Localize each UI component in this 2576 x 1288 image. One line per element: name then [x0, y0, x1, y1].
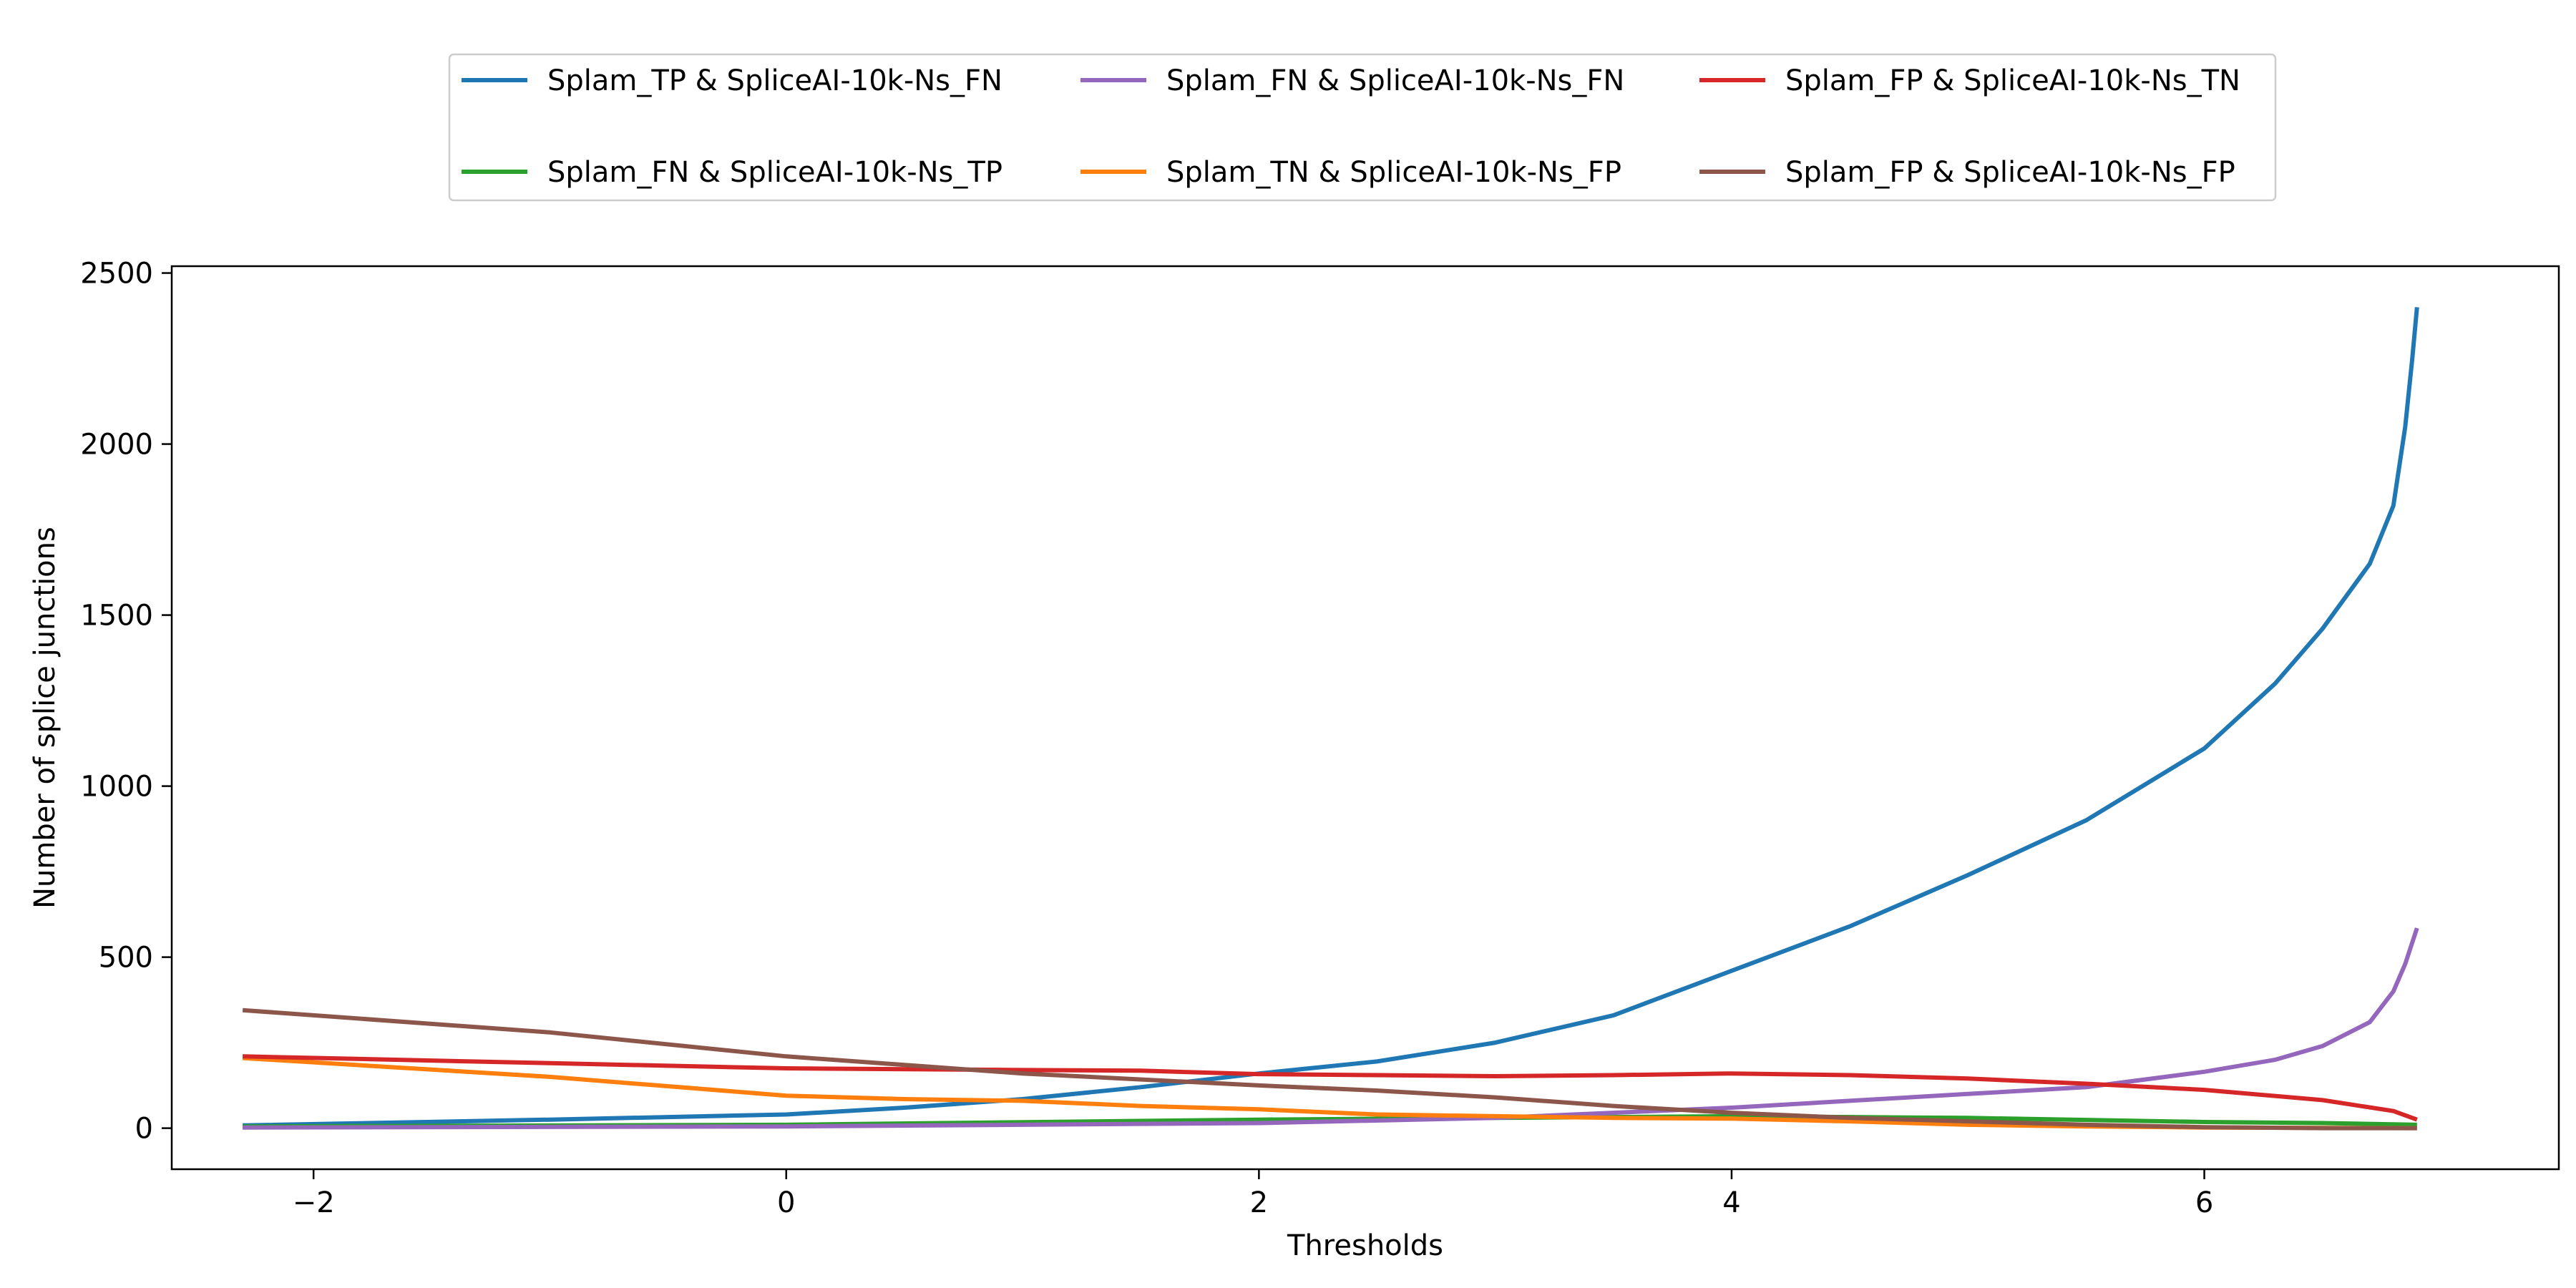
y-tick-label: 500 — [99, 942, 153, 975]
series-line-1 — [243, 307, 2419, 1128]
plot-area — [170, 265, 2560, 1171]
x-tick-label: 0 — [777, 1186, 795, 1219]
x-tick-label: 4 — [1722, 1186, 1740, 1219]
legend-label: Splam_FN & SpliceAI-10k-Ns_FN — [1166, 64, 1624, 97]
y-axis-label: Number of splice junctions — [29, 527, 62, 909]
legend-label: Splam_FN & SpliceAI-10k-Ns_TP — [547, 156, 1002, 189]
series-lines — [242, 307, 2419, 1131]
series-line-6 — [242, 1008, 2417, 1131]
y-tick-label: 1000 — [80, 771, 153, 804]
legend-label: Splam_FP & SpliceAI-10k-Ns_FP — [1785, 156, 2235, 189]
series-line-2 — [243, 1113, 2417, 1129]
y-tick-label: 2500 — [80, 258, 153, 291]
legend-label: Splam_TN & SpliceAI-10k-Ns_FP — [1166, 156, 1621, 189]
y-tick-label: 1500 — [80, 600, 153, 633]
y-tick-label: 2000 — [80, 429, 153, 462]
series-line-3 — [243, 927, 2419, 1130]
series-line-4 — [242, 1055, 2417, 1131]
legend-frame — [448, 53, 2277, 202]
legend: Splam_TP & SpliceAI-10k-Ns_FN Splam_FN & … — [448, 53, 2277, 202]
x-tick-label: −2 — [293, 1186, 335, 1219]
y-tick-label: 0 — [135, 1113, 153, 1146]
x-tick-label: 6 — [2195, 1186, 2213, 1219]
x-axis-label: Thresholds — [1287, 1229, 1443, 1262]
legend-label: Splam_FP & SpliceAI-10k-Ns_TN — [1785, 64, 2240, 97]
x-axis: −2 0 2 4 6 — [293, 1169, 2213, 1219]
y-axis: 0 500 1000 1500 2000 2500 — [80, 258, 172, 1146]
legend-label: Splam_TP & SpliceAI-10k-Ns_FN — [547, 64, 1002, 97]
x-tick-label: 2 — [1250, 1186, 1268, 1219]
plot-frame — [170, 265, 2560, 1171]
